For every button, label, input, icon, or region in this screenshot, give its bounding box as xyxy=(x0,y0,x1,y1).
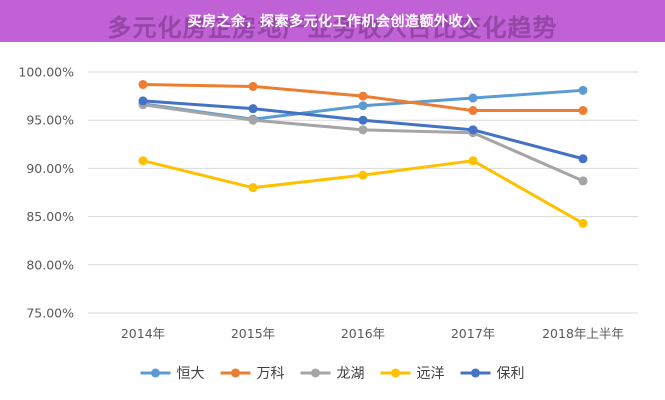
legend-label: 龙湖 xyxy=(337,366,365,382)
data-point xyxy=(248,81,258,91)
legend-swatch-marker xyxy=(231,368,240,378)
data-point xyxy=(468,156,478,166)
y-tick-label: 80.00% xyxy=(26,257,74,272)
data-point xyxy=(138,156,148,166)
headline: 买房之余，探索多元化工作机会创造额外收入 xyxy=(187,14,478,30)
data-point xyxy=(358,91,368,101)
y-tick-label: 95.00% xyxy=(26,113,74,128)
data-point xyxy=(248,104,258,114)
x-tick-label: 2014年 xyxy=(121,326,165,341)
x-tick-label: 2017年 xyxy=(451,326,495,341)
legend-label: 保利 xyxy=(497,366,525,382)
x-tick-label: 2018年上半年 xyxy=(542,326,624,341)
data-point xyxy=(358,125,368,135)
series-line xyxy=(141,159,585,225)
title-banner: 多元化房企房地产业务收入占比变化趋势 买房之余，探索多元化工作机会创造额外收入 xyxy=(0,0,665,42)
data-point xyxy=(578,176,588,186)
legend-swatch-marker xyxy=(471,368,480,378)
y-tick-label: 90.00% xyxy=(26,161,74,176)
data-point xyxy=(248,115,258,125)
legend-swatch-marker xyxy=(311,368,320,378)
data-point xyxy=(138,80,148,90)
y-tick-label: 75.00% xyxy=(26,306,74,321)
data-point xyxy=(578,154,588,164)
data-point xyxy=(468,125,478,135)
legend-swatch-marker xyxy=(391,368,400,378)
data-point xyxy=(468,106,478,116)
data-point xyxy=(578,106,588,116)
data-point xyxy=(358,115,368,125)
data-point xyxy=(138,96,148,106)
data-point xyxy=(468,93,478,103)
data-point xyxy=(358,101,368,111)
y-tick-label: 85.00% xyxy=(26,209,74,224)
legend-label: 远洋 xyxy=(417,366,445,382)
legend-label: 恒大 xyxy=(177,366,205,382)
data-point xyxy=(358,170,368,180)
legend-swatch-marker xyxy=(151,368,160,378)
x-tick-label: 2016年 xyxy=(341,326,385,341)
x-tick-label: 2015年 xyxy=(231,326,275,341)
legend-label: 万科 xyxy=(257,366,285,382)
data-point xyxy=(578,218,588,228)
y-tick-label: 100.00% xyxy=(18,65,74,80)
data-point xyxy=(578,85,588,95)
chart-title-behind-banner: 多元化房企房地产业务收入占比变化趋势 xyxy=(107,13,558,42)
data-point xyxy=(248,183,258,193)
